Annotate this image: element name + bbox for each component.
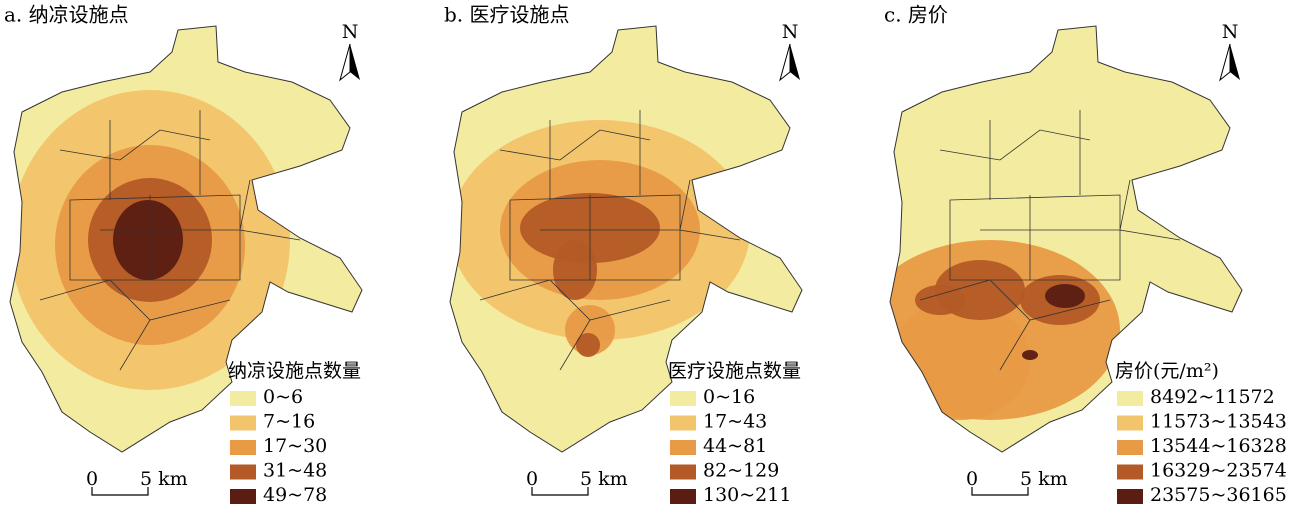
legend-label: 0~16 — [703, 386, 755, 408]
north-arrow — [350, 44, 360, 80]
north-arrow — [1230, 44, 1240, 80]
legend-label: 49~78 — [263, 484, 327, 506]
district-lines — [919, 110, 1181, 371]
panel-title: b. 医疗设施点 — [444, 3, 570, 27]
legend-label: 17~30 — [263, 435, 327, 457]
north-label: N — [342, 21, 359, 43]
legend-label: 82~129 — [703, 460, 779, 482]
legend-swatch — [230, 440, 256, 455]
north-label: N — [782, 21, 799, 43]
legend-swatch — [1117, 464, 1143, 480]
scale-zero: 0 — [526, 468, 538, 490]
legend-title: 房价(元/m²) — [1115, 360, 1219, 382]
legend-label: 0~6 — [263, 386, 303, 408]
scale-bar — [91, 487, 149, 496]
legend-swatch — [1117, 415, 1143, 431]
hotspot — [1022, 350, 1038, 360]
scale-distance: 5 km — [580, 468, 628, 490]
legend-label: 11573~13543 — [1150, 411, 1287, 433]
legend-title: 纳凉设施点数量 — [228, 360, 361, 382]
legend-swatch — [1117, 489, 1143, 504]
legend-label: 31~48 — [263, 460, 327, 482]
legend-title: 医疗设施点数量 — [668, 360, 801, 382]
north-arrow — [339, 43, 351, 82]
map-panel: c. 房价 N 0 5 km 房价(元/m²) 8492~11572 11573~13543… — [884, 3, 1287, 507]
map-outline — [889, 25, 1243, 453]
scale-distance: 5 km — [1020, 468, 1068, 490]
legend-label: 16329~23574 — [1150, 460, 1287, 482]
legend-swatch — [670, 391, 696, 406]
legend-label: 44~81 — [703, 435, 767, 457]
hotspot — [553, 240, 597, 300]
legend-swatch — [670, 489, 696, 504]
north-label: N — [1222, 21, 1239, 43]
legend-swatch — [1117, 391, 1143, 406]
north-arrow — [779, 43, 791, 82]
hotspot — [576, 333, 600, 357]
north-arrow — [790, 44, 800, 80]
hotspot — [915, 285, 965, 315]
legend-swatch — [230, 464, 256, 480]
legend-swatch — [1117, 440, 1143, 455]
legend-label: 13544~16328 — [1150, 435, 1287, 457]
legend-swatch — [670, 415, 696, 431]
hotspot — [1045, 284, 1085, 308]
legend-label: 130~211 — [703, 484, 791, 506]
legend-swatch — [670, 440, 696, 455]
hotspots — [890, 240, 1120, 420]
hotspot — [113, 200, 183, 280]
legend-swatch — [230, 415, 256, 431]
district-lines — [39, 110, 301, 371]
hotspot — [890, 300, 1030, 420]
map-outline — [449, 25, 803, 453]
legend-label: 8492~11572 — [1150, 386, 1275, 408]
north-arrow — [1219, 43, 1231, 82]
scale-zero: 0 — [966, 468, 978, 490]
legend-swatch — [670, 464, 696, 480]
map-outline — [9, 25, 363, 453]
district-lines — [479, 110, 741, 371]
scale-bar — [531, 487, 589, 496]
panel-title: c. 房价 — [884, 3, 948, 27]
scale-bar — [971, 487, 1029, 496]
legend-label: 23575~36165 — [1150, 484, 1287, 506]
legend-swatch — [230, 391, 256, 406]
scale-distance: 5 km — [140, 468, 188, 490]
legend-label: 17~43 — [703, 411, 767, 433]
legend-swatch — [230, 489, 256, 504]
legend-label: 7~16 — [263, 411, 315, 433]
panel-title: a. 纳凉设施点 — [4, 3, 129, 27]
scale-zero: 0 — [86, 468, 98, 490]
